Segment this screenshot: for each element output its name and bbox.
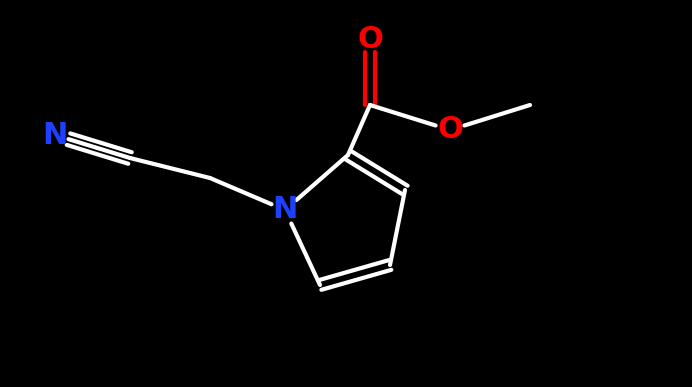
Text: N: N xyxy=(273,195,298,224)
Text: O: O xyxy=(357,26,383,55)
Text: O: O xyxy=(437,115,463,144)
Text: N: N xyxy=(42,120,68,149)
